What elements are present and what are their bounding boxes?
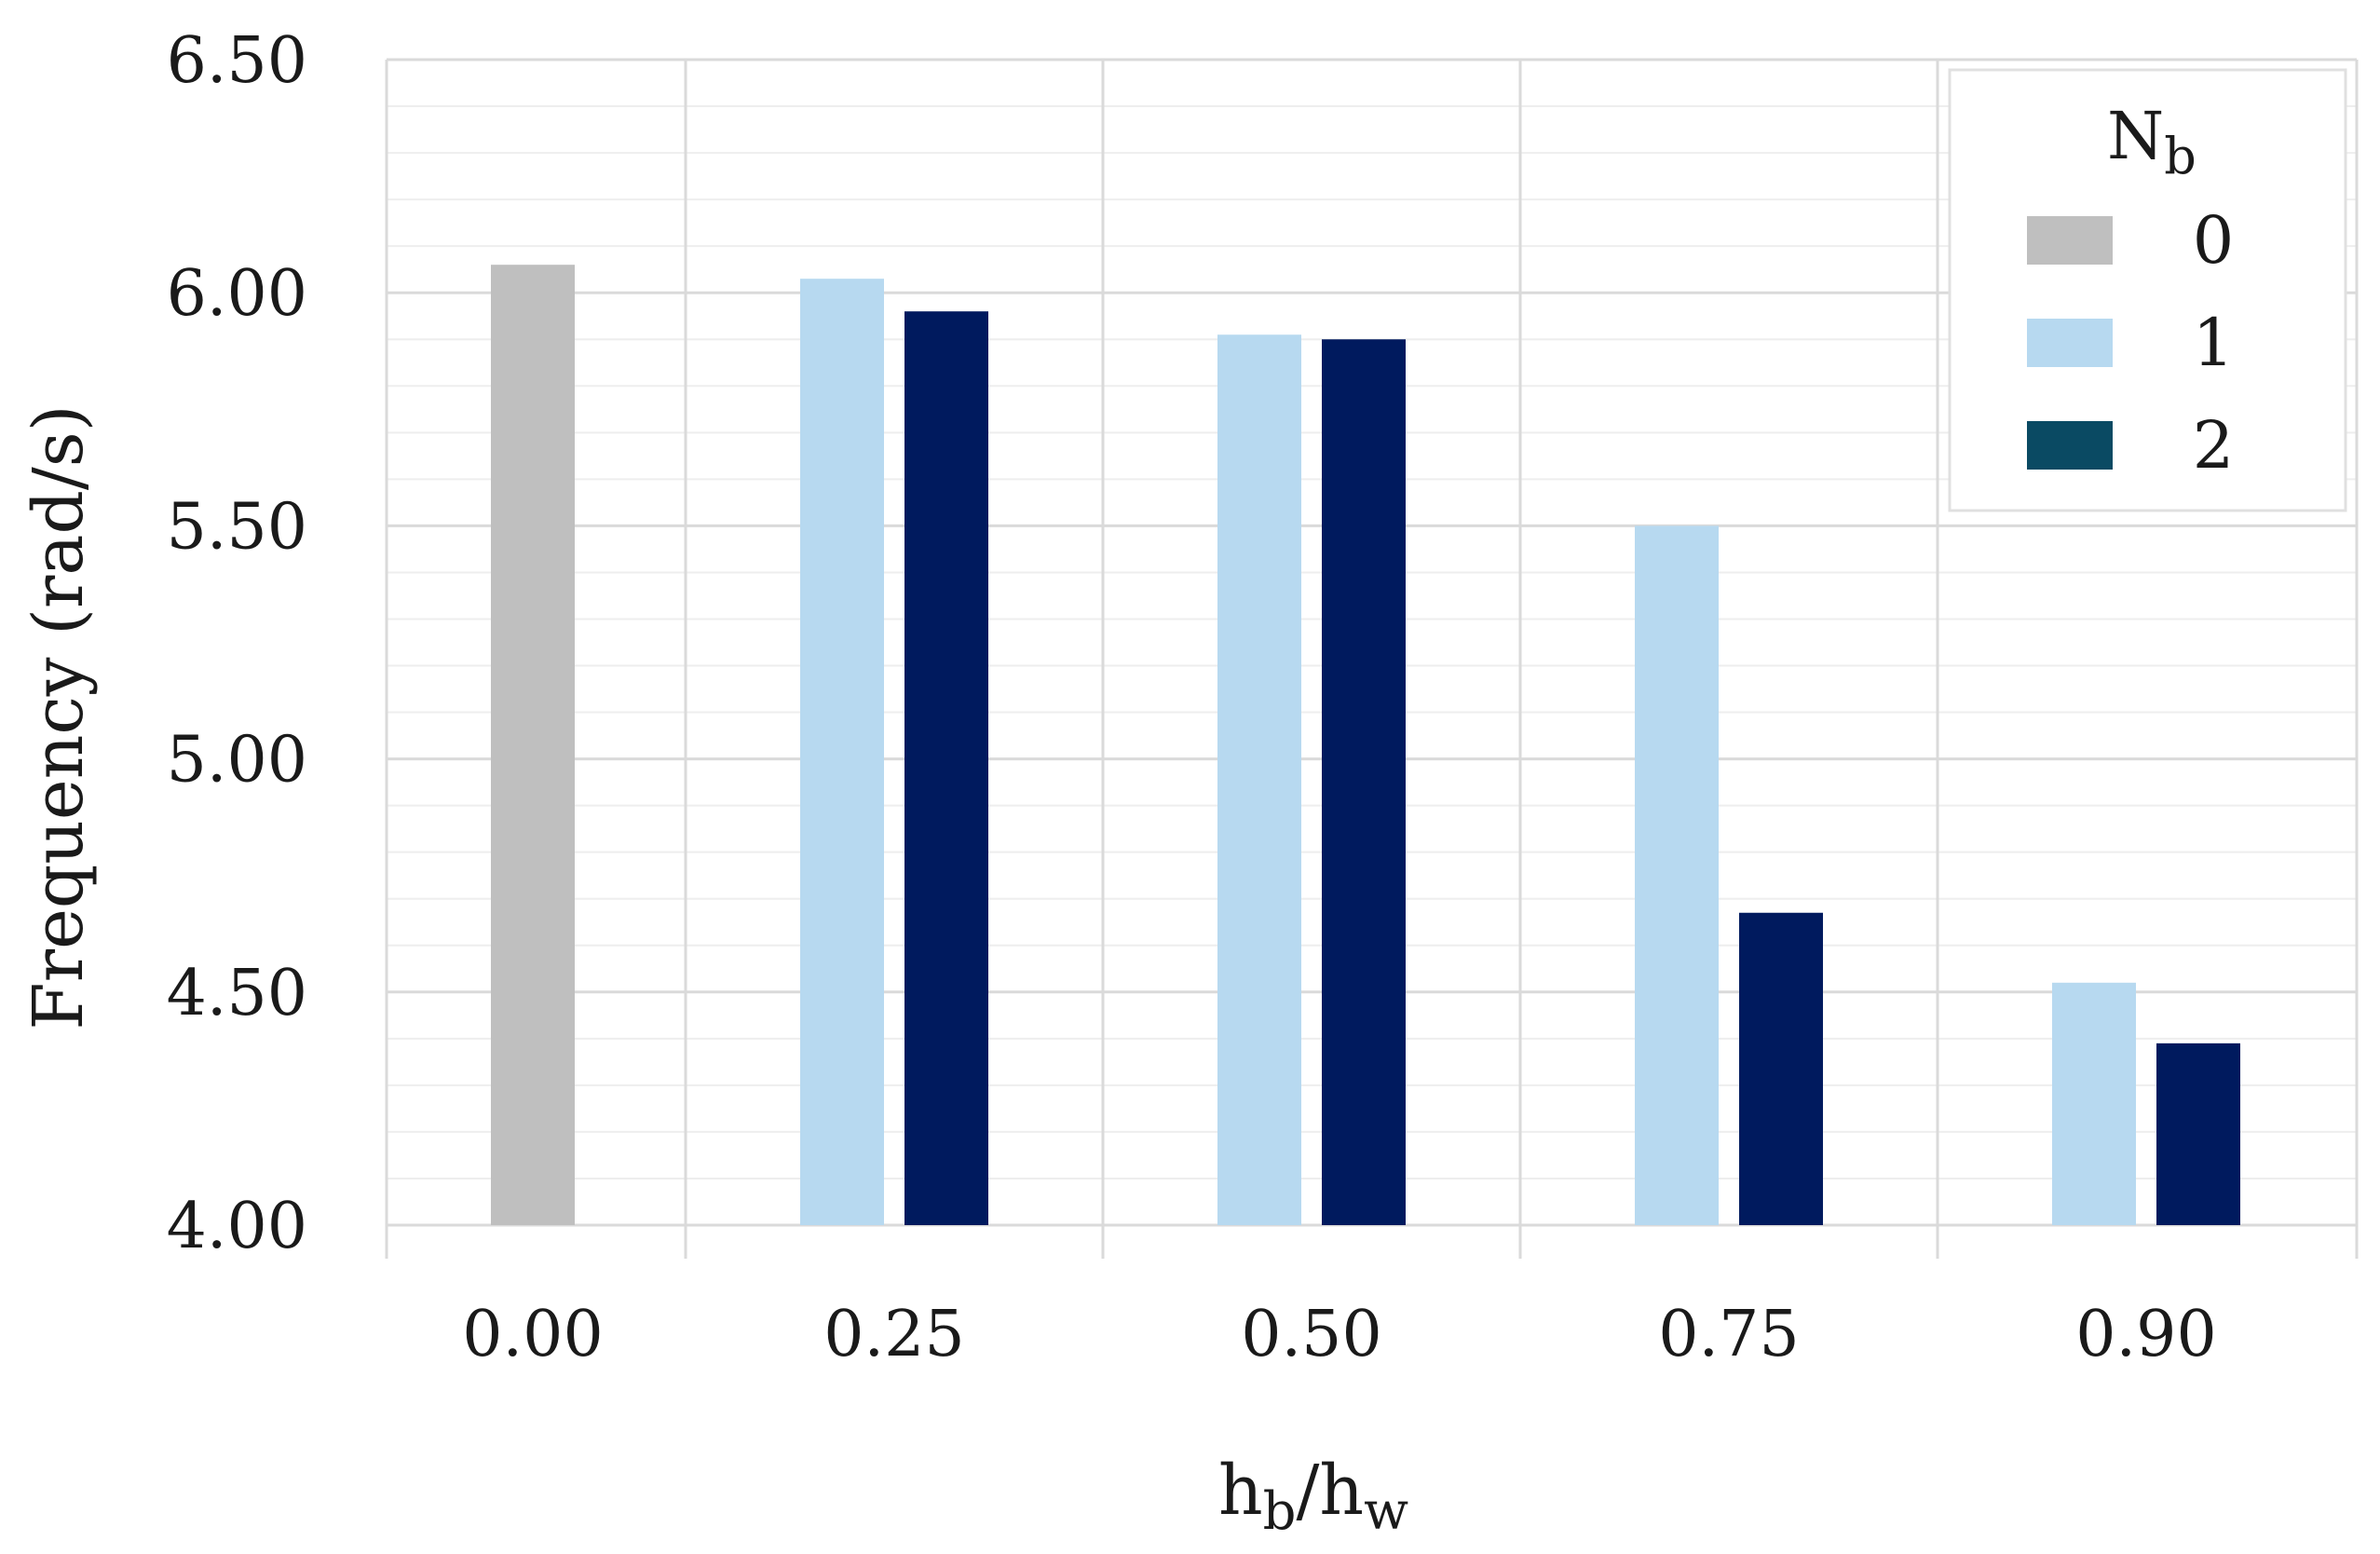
x-tick-label: 0.75 xyxy=(1658,1298,1799,1371)
bar-series-1-cat-0.75 xyxy=(1635,525,1719,1225)
legend-title: Nb xyxy=(2107,98,2196,185)
legend-label-2: 2 xyxy=(2193,407,2235,484)
legend-swatch-2 xyxy=(2027,421,2113,470)
bar-series-0-cat-0.00 xyxy=(491,265,575,1225)
legend-items: 0 1 2 xyxy=(2027,202,2234,484)
x-axis-title: hb/hw xyxy=(1218,1451,1408,1542)
legend-swatch-1 xyxy=(2027,319,2113,367)
bar-series-2-cat-0.75 xyxy=(1739,912,1823,1225)
legend-box xyxy=(1948,68,2347,512)
x-tick-label: 0.90 xyxy=(2075,1298,2216,1371)
x-tick-label: 0.00 xyxy=(462,1298,603,1371)
x-tick-label: 0.50 xyxy=(1241,1298,1381,1371)
legend-label-0: 0 xyxy=(2193,202,2235,279)
bar-series-2-cat-0.25 xyxy=(904,311,988,1225)
legend: Nb 0 1 2 xyxy=(1948,68,2347,512)
y-tick-label: 4.50 xyxy=(167,957,307,1030)
y-tick-label: 4.00 xyxy=(167,1190,307,1263)
bar-series-2-cat-0.90 xyxy=(2156,1043,2240,1225)
x-tick-labels: 0.00 0.25 0.50 0.75 0.90 xyxy=(462,1298,2216,1371)
bars xyxy=(491,265,2240,1226)
y-tick-labels: 4.00 4.50 5.00 5.50 6.00 6.50 xyxy=(167,24,307,1263)
y-tick-label: 5.00 xyxy=(167,724,307,797)
legend-label-1: 1 xyxy=(2193,305,2235,381)
bar-series-1-cat-0.50 xyxy=(1217,334,1301,1226)
bar-series-1-cat-0.25 xyxy=(800,279,884,1225)
legend-swatch-0 xyxy=(2027,216,2113,265)
y-tick-label: 5.50 xyxy=(167,490,307,564)
y-axis-title: Frequency (rad/s) xyxy=(19,404,99,1029)
y-tick-label: 6.00 xyxy=(167,257,307,331)
x-tick-label: 0.25 xyxy=(823,1298,964,1371)
bar-series-2-cat-0.50 xyxy=(1322,339,1406,1225)
bar-series-1-cat-0.90 xyxy=(2052,982,2136,1225)
y-tick-label: 6.50 xyxy=(167,24,307,98)
